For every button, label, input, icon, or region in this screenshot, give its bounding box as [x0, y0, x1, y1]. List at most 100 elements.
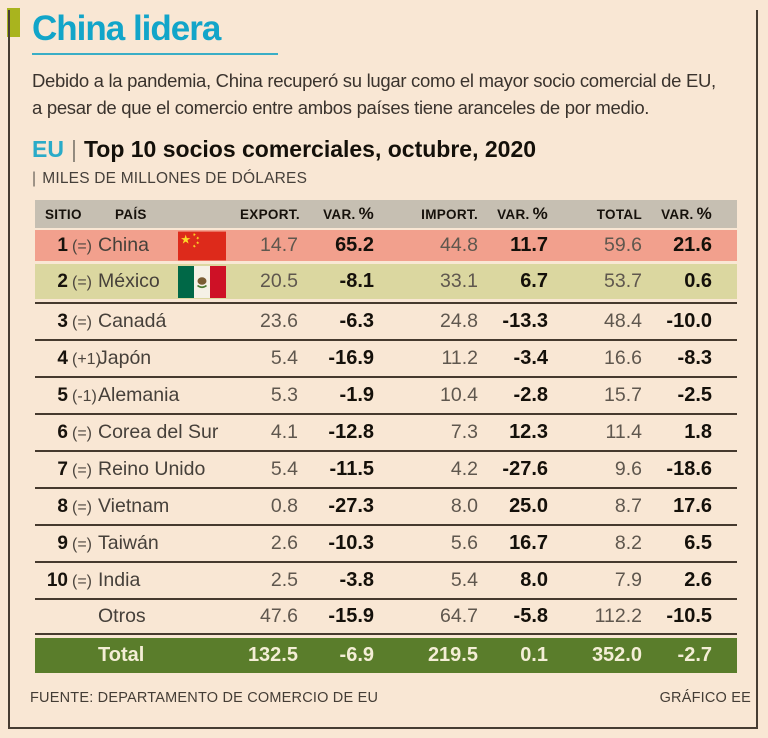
- country-name: Vietnam: [98, 495, 170, 517]
- country-name: Canadá: [98, 310, 167, 332]
- import-value: 10.4: [440, 384, 478, 406]
- export-value: 4.1: [270, 421, 298, 443]
- mexico-flag-icon: [178, 265, 226, 298]
- table-row-otros: Otros 47.6 -15.9 64.7 -5.8 112.2 -10.5: [35, 598, 737, 635]
- total-value: 11.4: [605, 421, 642, 443]
- rank: 6: [57, 421, 68, 443]
- rank: 8: [57, 495, 68, 517]
- import-value: 64.7: [440, 605, 478, 627]
- col-header-total: TOTAL: [596, 206, 642, 222]
- country-name: Taiwán: [98, 532, 159, 554]
- import-value: 5.4: [450, 569, 478, 591]
- country-name: China: [98, 234, 149, 256]
- table-row-total: Total 132.5 -6.9 219.5 0.1 352.0 -2.7: [35, 638, 737, 673]
- rank: 2: [57, 270, 68, 292]
- export-value: 5.4: [270, 347, 298, 369]
- table-row: 9 (=) Taiwán 2.6 -10.3 5.6 16.7 8.2 6.5: [35, 524, 737, 561]
- total-value: 59.6: [604, 234, 642, 256]
- table-row: 10 (=) India 2.5 -3.8 5.4 8.0 7.9 2.6: [35, 561, 737, 598]
- rank: 9: [57, 532, 68, 554]
- import-value: 24.8: [440, 310, 478, 332]
- export-value: 23.6: [260, 310, 298, 332]
- table-title-text: Top 10 socios comerciales, octubre, 2020: [83, 136, 537, 162]
- import-var-value: 8.0: [520, 569, 548, 591]
- export-var-value: -16.9: [328, 347, 374, 369]
- export-var-value: -27.3: [328, 495, 374, 517]
- table-row: 7 (=) Reino Unido 5.4 -11.5 4.2 -27.6 9.6…: [35, 450, 737, 487]
- import-value: 7.3: [450, 421, 478, 443]
- export-var-value: -3.8: [339, 569, 374, 591]
- total-label: Total: [98, 644, 145, 666]
- import-var-value: 11.7: [510, 234, 548, 256]
- total-var-value: -18.6: [666, 458, 712, 480]
- total-value: 48.4: [604, 310, 642, 332]
- total-var-value: -2.5: [677, 384, 712, 406]
- rank: 7: [57, 458, 68, 480]
- col-header-import-var: VAR.%: [497, 204, 548, 223]
- rank-change: (=): [72, 237, 92, 255]
- rank-change: (=): [72, 572, 92, 590]
- units-pipe: |: [32, 170, 37, 187]
- source-credit: FUENTE: DEPARTAMENTO DE COMERCIO DE EU: [30, 690, 379, 706]
- intro-line-1: Debido a la pandemia, China recuperó su …: [32, 70, 716, 91]
- intro-line-2: a pesar de que el comercio entre ambos p…: [32, 97, 650, 118]
- export-value: 2.5: [270, 569, 298, 591]
- total-var-value: 6.5: [684, 532, 712, 554]
- title-separator: |: [70, 136, 77, 162]
- export-value: 14.7: [260, 234, 298, 256]
- rank: 3: [57, 310, 68, 332]
- export-var-value: -11.5: [329, 458, 374, 480]
- import-value: 5.6: [450, 532, 478, 554]
- total-value: 53.7: [604, 270, 642, 292]
- export-value: 20.5: [260, 270, 298, 292]
- import-value: 44.8: [440, 234, 478, 256]
- accent-bar: [7, 8, 20, 37]
- export-var-value: -6.3: [339, 310, 374, 332]
- rank-change: (=): [72, 461, 92, 479]
- total-var-value: 17.6: [673, 495, 712, 517]
- import-var-value: 6.7: [520, 270, 548, 292]
- table-row: 6 (=) Corea del Sur 4.1 -12.8 7.3 12.3 11…: [35, 413, 737, 450]
- total-var-value: -2.7: [677, 644, 712, 666]
- export-var-value: 65.2: [335, 234, 374, 256]
- total-value: 112.2: [594, 605, 642, 627]
- total-var-value: -10.5: [666, 605, 712, 627]
- table-row: 4 (+1) Japón 5.4 -16.9 11.2 -3.4 16.6 -8.…: [35, 339, 737, 376]
- export-value: 0.8: [270, 495, 298, 517]
- import-value: 8.0: [450, 495, 478, 517]
- table-row-mexico: 2 (=) México 20.5 -8.1 33.1 6.7 53.7 0.6: [35, 264, 737, 299]
- total-value: 16.6: [604, 347, 642, 369]
- export-value: 5.3: [270, 384, 298, 406]
- country-name: México: [98, 270, 160, 292]
- export-value: 132.5: [247, 644, 298, 666]
- rank-change: (=): [72, 424, 92, 442]
- region-label: EU: [32, 136, 64, 162]
- import-var-value: -5.8: [513, 605, 548, 627]
- export-var-value: -8.1: [339, 270, 374, 292]
- import-value: 33.1: [440, 270, 478, 292]
- rank: 10: [46, 569, 68, 591]
- country-name: Corea del Sur: [98, 421, 219, 443]
- export-value: 2.6: [270, 532, 298, 554]
- graphic-credit: GRÁFICO EE: [659, 690, 751, 706]
- table-row: 3 (=) Canadá 23.6 -6.3 24.8 -13.3 48.4 -1…: [35, 302, 737, 339]
- total-var-value: 21.6: [673, 234, 712, 256]
- col-header-pais: PAÍS: [115, 206, 147, 222]
- export-var-value: -10.3: [328, 532, 374, 554]
- import-var-value: -13.3: [502, 310, 548, 332]
- import-var-value: -3.4: [513, 347, 548, 369]
- export-value: 5.4: [270, 458, 298, 480]
- rank: 5: [57, 384, 68, 406]
- import-var-value: 16.7: [509, 532, 548, 554]
- rank-change: (-1): [72, 387, 97, 405]
- country-name: India: [98, 569, 141, 591]
- total-value: 8.2: [614, 532, 642, 554]
- total-var-value: -8.3: [677, 347, 712, 369]
- import-value: 219.5: [427, 644, 478, 666]
- total-value: 352.0: [591, 644, 642, 666]
- export-var-value: -1.9: [339, 384, 374, 406]
- total-var-value: -10.0: [666, 310, 712, 332]
- headline-underline: [32, 53, 278, 55]
- total-var-value: 2.6: [684, 569, 712, 591]
- export-var-value: -15.9: [328, 605, 374, 627]
